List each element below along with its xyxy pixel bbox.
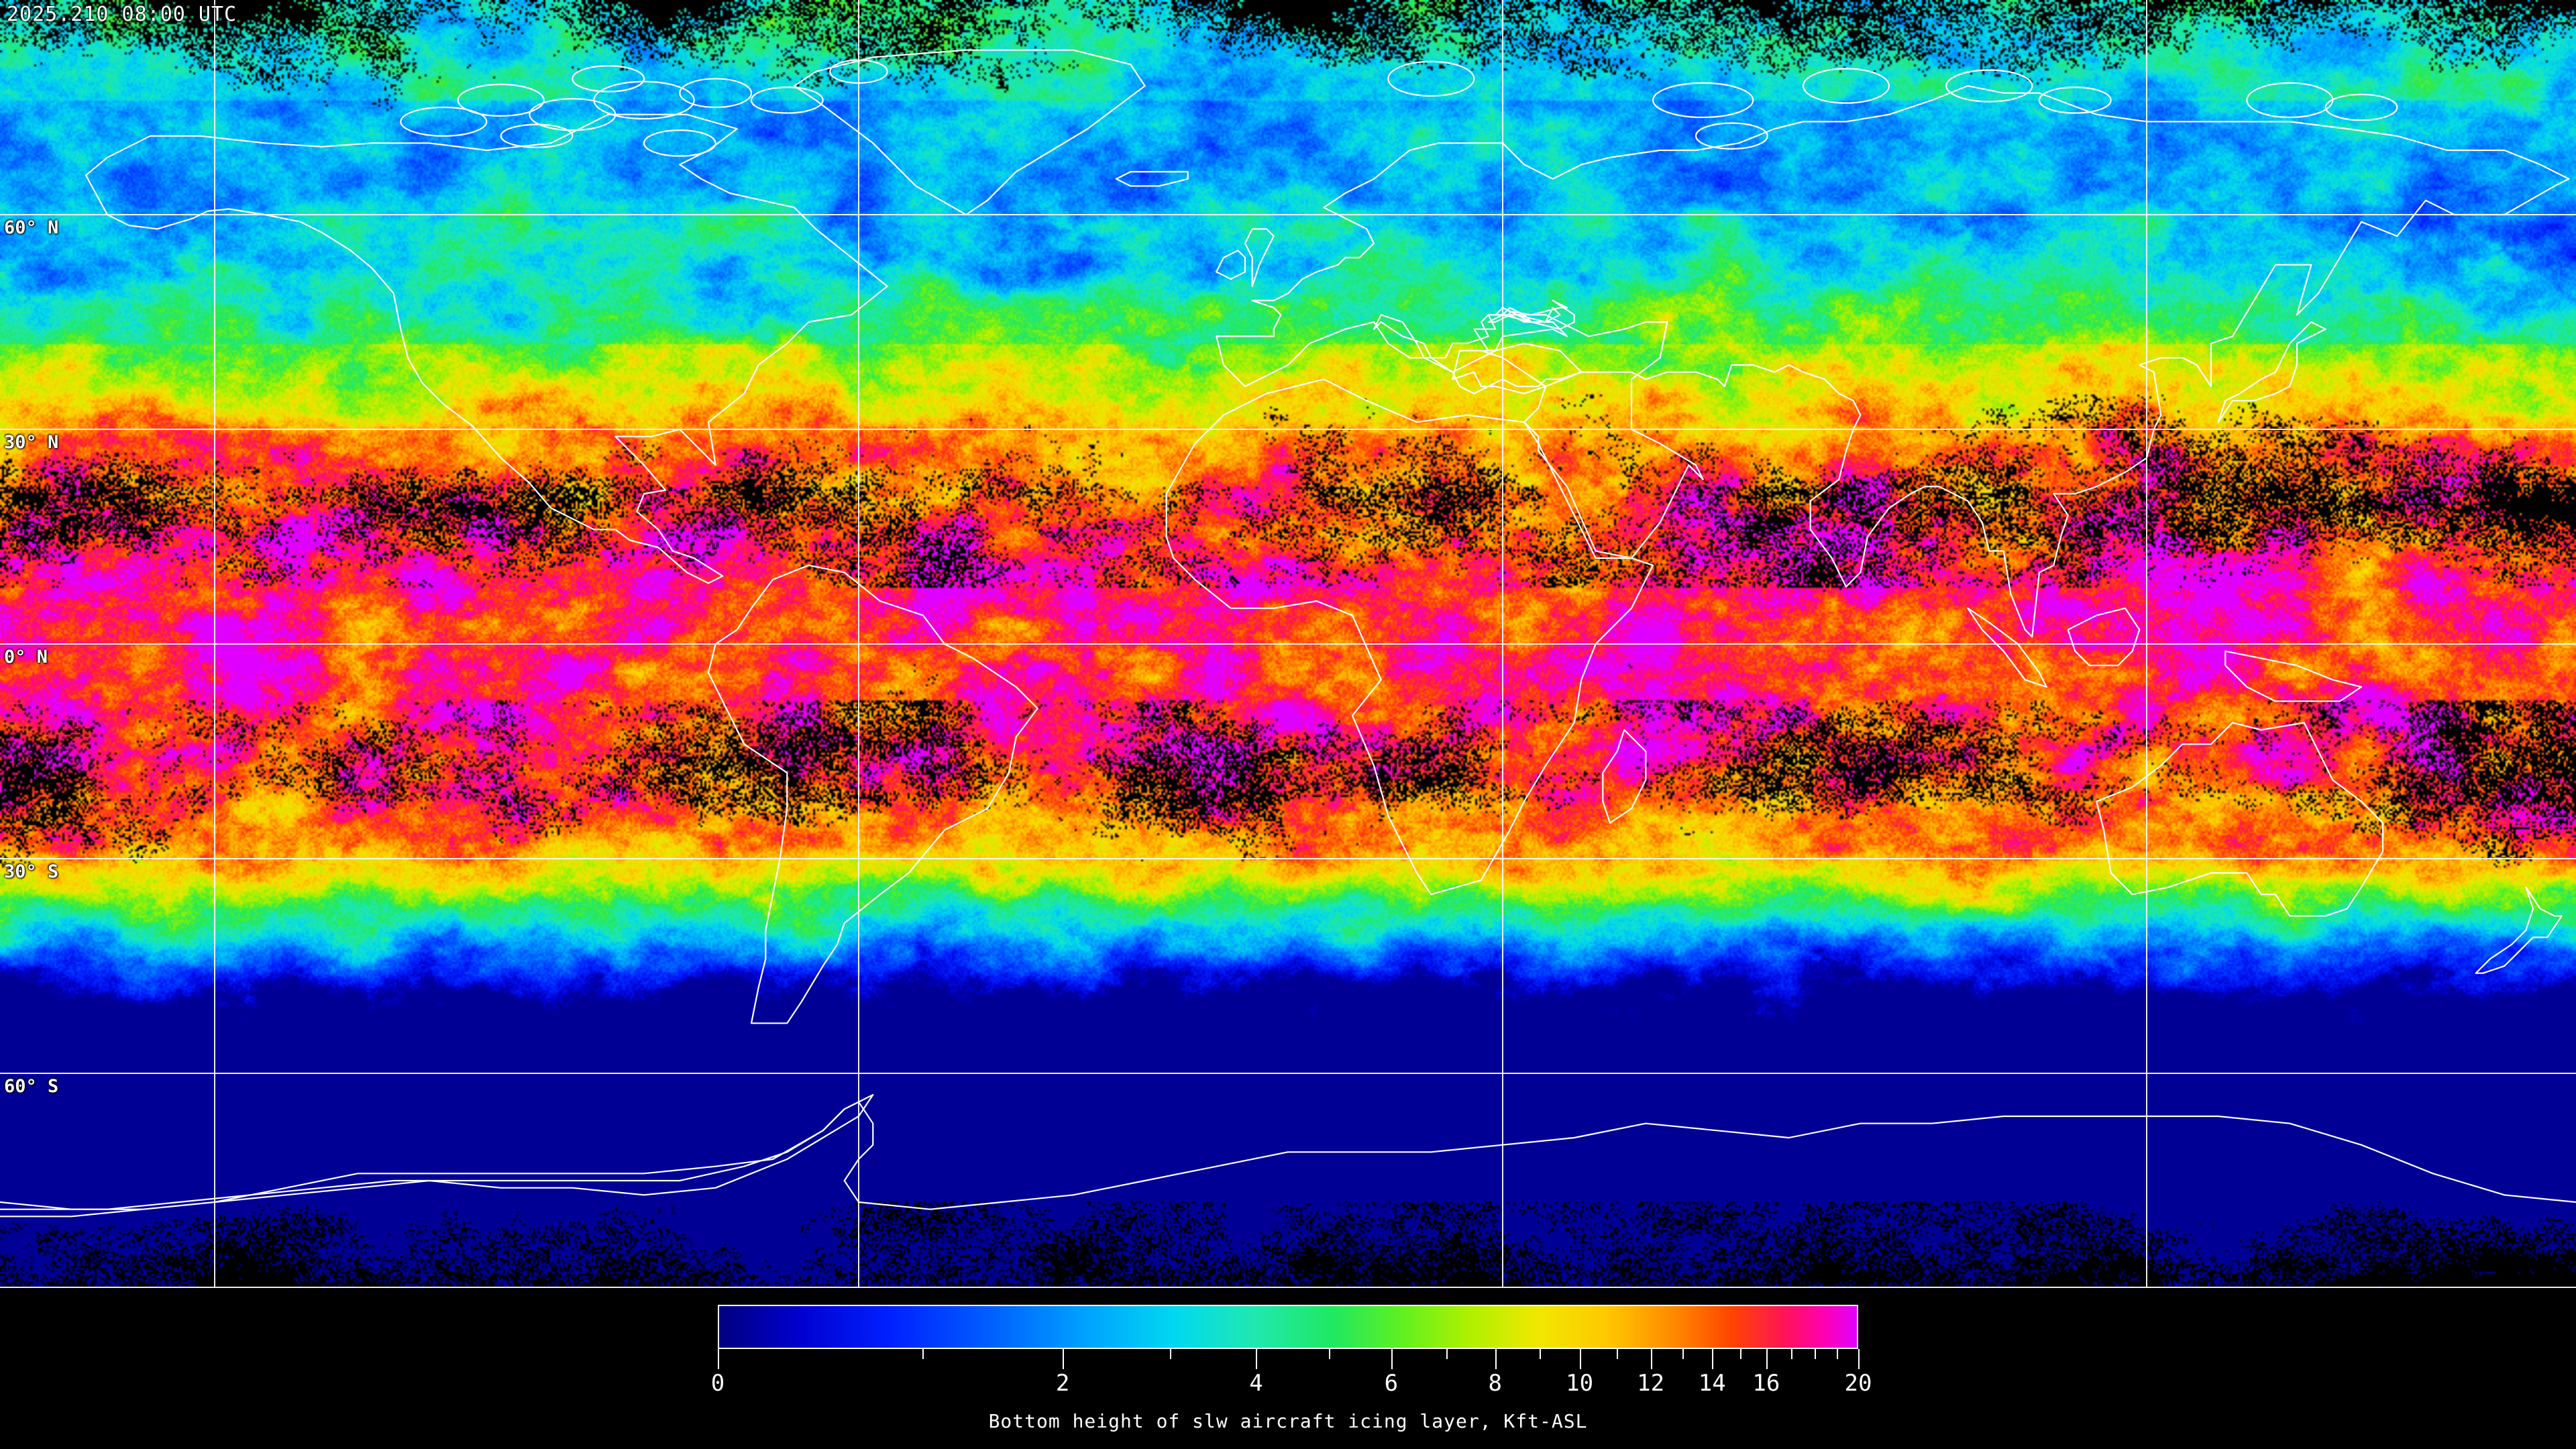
colorbar-ticks xyxy=(718,1349,1860,1372)
colorbar-wrapper[interactable] xyxy=(718,1305,1858,1349)
colorbar-label-2: 2 xyxy=(1055,1370,1070,1397)
colorbar-label-4: 4 xyxy=(1249,1370,1263,1397)
colorbar-minor-tick-1 xyxy=(922,1349,924,1359)
colorbar-minor-tick-18 xyxy=(1814,1349,1816,1359)
colorbar-title: Bottom height of slw aircraft icing laye… xyxy=(988,1410,1588,1432)
colorbar-major-tick-2 xyxy=(1063,1349,1065,1369)
colorbar-minor-tick-7 xyxy=(1446,1349,1448,1359)
colorbar-major-tick-10 xyxy=(1579,1349,1581,1369)
colorbar-major-tick-14 xyxy=(1712,1349,1714,1369)
colorbar-major-tick-4 xyxy=(1256,1349,1258,1369)
colorbar-gradient xyxy=(718,1305,1858,1349)
colorbar-label-20: 20 xyxy=(1844,1370,1872,1397)
colorbar-major-tick-12 xyxy=(1650,1349,1652,1369)
colorbar-label-0: 0 xyxy=(710,1370,725,1397)
icing-data-layer xyxy=(0,0,2576,1288)
colorbar-panel: 0 2 4 6 8 10 12 14 16 20 Bottom height of slw air… xyxy=(0,1288,2576,1449)
colorbar-minor-tick-15 xyxy=(1739,1349,1741,1359)
lat-label-0: 0° N xyxy=(4,647,48,667)
timestamp-label: 2025.210 08:00 UTC xyxy=(7,3,237,26)
colorbar-minor-tick-19 xyxy=(1837,1349,1839,1359)
colorbar-major-tick-16 xyxy=(1766,1349,1768,1369)
colorbar-label-10: 10 xyxy=(1566,1370,1594,1397)
colorbar-minor-tick-9 xyxy=(1539,1349,1541,1359)
colorbar-label-14: 14 xyxy=(1698,1370,1726,1397)
colorbar-major-tick-0 xyxy=(718,1349,719,1369)
colorbar-major-tick-6 xyxy=(1391,1349,1393,1369)
lat-label-60: 60° N xyxy=(4,217,59,238)
colorbar-label-16: 16 xyxy=(1752,1370,1780,1397)
lat-label-minus30: 30° S xyxy=(4,861,59,882)
colorbar-minor-tick-13 xyxy=(1682,1349,1684,1359)
colorbar-minor-tick-11 xyxy=(1616,1349,1618,1359)
lat-label-minus60: 60° S xyxy=(4,1076,59,1097)
colorbar-minor-tick-5 xyxy=(1328,1349,1330,1359)
colorbar-label-12: 12 xyxy=(1637,1370,1665,1397)
colorbar-minor-tick-17 xyxy=(1790,1349,1792,1359)
global-map-panel[interactable]: 2025.210 08:00 UTC 60° N 30° N 0° N 30° S 60… xyxy=(0,0,2576,1288)
colorbar-label-8: 8 xyxy=(1488,1370,1502,1397)
lat-label-30: 30° N xyxy=(4,432,59,453)
colorbar-minor-tick-3 xyxy=(1169,1349,1171,1359)
colorbar-major-tick-20 xyxy=(1858,1349,1860,1369)
colorbar-tick-labels: 0 2 4 6 8 10 12 14 16 20 xyxy=(711,1370,1872,1401)
colorbar-label-6: 6 xyxy=(1384,1370,1399,1397)
colorbar-major-tick-8 xyxy=(1495,1349,1497,1369)
